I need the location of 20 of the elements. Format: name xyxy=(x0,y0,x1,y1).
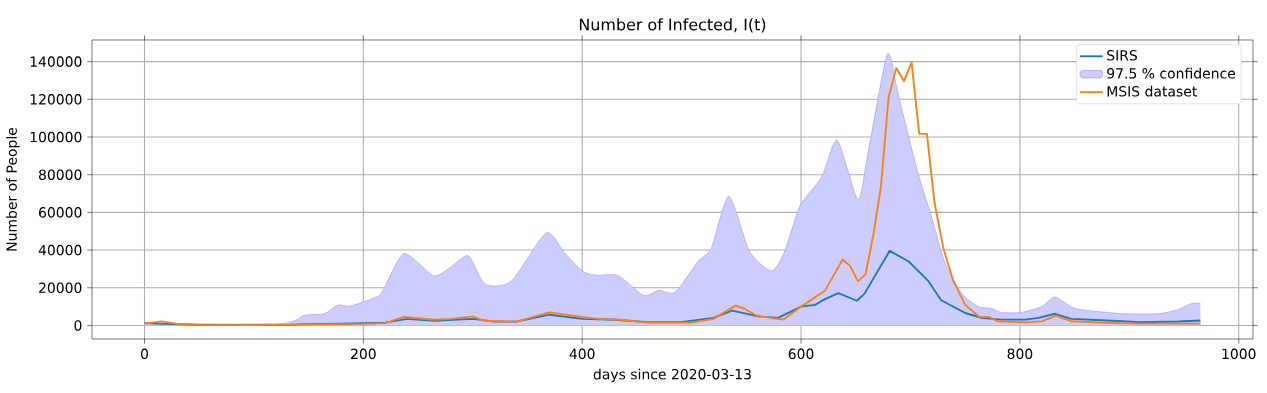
y-tick-label: 80000 xyxy=(38,169,82,180)
x-tick-label: 1000 xyxy=(1222,348,1256,360)
y-tick-label: 120000 xyxy=(30,94,82,105)
y-axis-title: Number of People xyxy=(6,127,20,251)
x-tick-label: 600 xyxy=(788,348,814,360)
x-tick-label: 400 xyxy=(569,348,595,360)
y-tick-label: 140000 xyxy=(30,56,82,67)
legend-label: MSIS dataset xyxy=(1107,85,1197,97)
y-tick-label: 100000 xyxy=(30,131,82,143)
legend-label: SIRS xyxy=(1107,50,1137,61)
x-tick-label: 200 xyxy=(351,348,376,360)
y-tick-label: 0 xyxy=(74,320,82,331)
legend-label: 97.5 % confidence xyxy=(1107,67,1236,79)
x-tick-label: 0 xyxy=(140,348,148,360)
x-axis-title: days since 2020-03-13 xyxy=(593,368,751,383)
y-tick-label: 60000 xyxy=(39,207,82,218)
chart-title: Number of Infected, I(t) xyxy=(579,18,766,33)
x-tick-label: 800 xyxy=(1007,348,1033,360)
y-tick-label: 20000 xyxy=(39,282,82,294)
y-tick-label: 40000 xyxy=(38,244,82,256)
